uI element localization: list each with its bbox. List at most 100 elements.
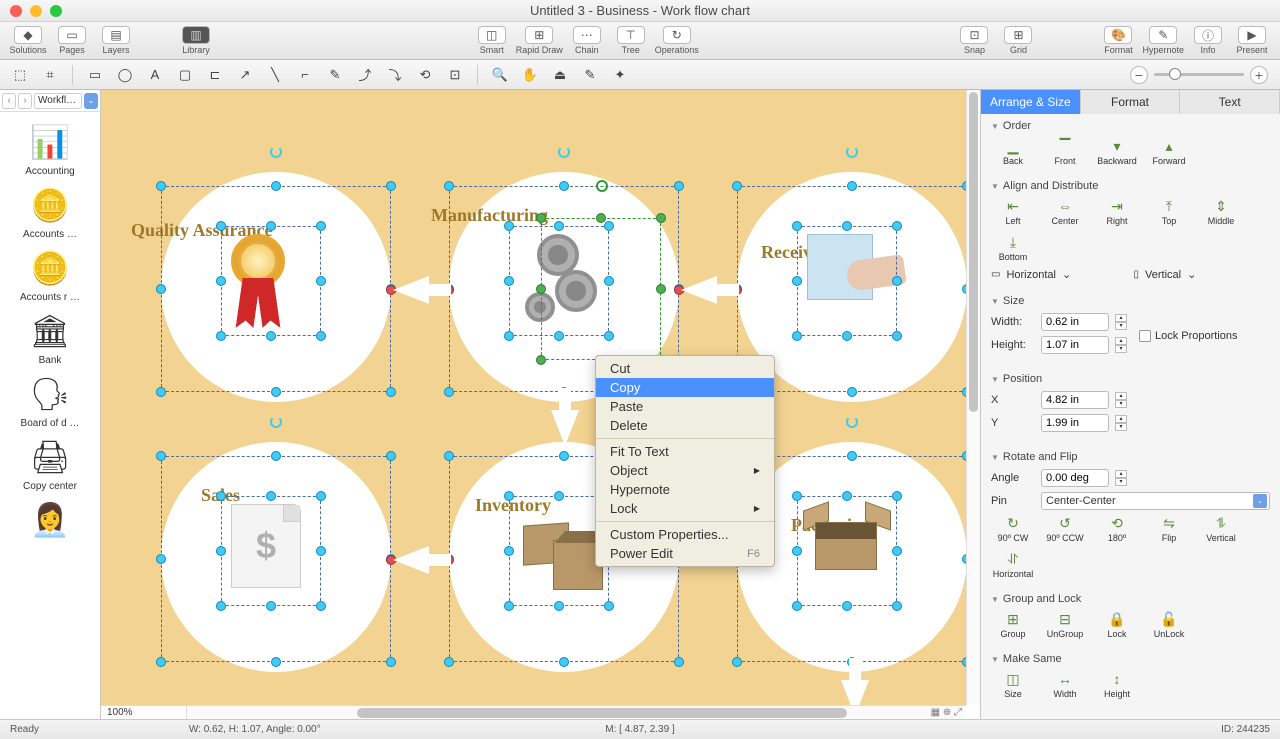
- shape-tool-11[interactable]: ✎: [323, 65, 347, 85]
- selection-handle[interactable]: [386, 657, 396, 667]
- horizontal-dist-label[interactable]: Horizontal: [1006, 269, 1056, 281]
- node-sales-rotate-handle[interactable]: [270, 416, 282, 428]
- primary-handle[interactable]: [536, 355, 546, 365]
- solutions-button[interactable]: ◆ Solutions: [8, 24, 48, 58]
- selection-handle[interactable]: [216, 491, 226, 501]
- shape-tool-18[interactable]: ✋: [518, 65, 542, 85]
- selection-handle[interactable]: [792, 491, 802, 501]
- selection-handle[interactable]: [792, 276, 802, 286]
- grid-button[interactable]: ⊞ Grid: [998, 24, 1038, 58]
- chain-button[interactable]: ⋯ Chain: [567, 24, 607, 58]
- selection-handle[interactable]: [892, 491, 902, 501]
- selection-handle[interactable]: [847, 451, 857, 461]
- shape-tool-10[interactable]: ⌐: [293, 65, 317, 85]
- shape-tool-7[interactable]: ⊏: [203, 65, 227, 85]
- menu-item-custom-properties-[interactable]: Custom Properties...: [596, 525, 774, 544]
- selection-handle[interactable]: [892, 546, 902, 556]
- lib-item-accounts-receivable[interactable]: 🪙 Accounts r …: [5, 244, 95, 303]
- align-bottom-button[interactable]: ⤓ Bottom: [991, 234, 1035, 262]
- zoom-in-icon[interactable]: +: [1250, 66, 1268, 84]
- selection-handle[interactable]: [732, 181, 742, 191]
- selection-handle[interactable]: [554, 491, 564, 501]
- menu-item-power-edit[interactable]: Power EditF6: [596, 544, 774, 563]
- shape-tool-13[interactable]: ⤵: [383, 65, 407, 85]
- hypernote-button[interactable]: ✎ Hypernote: [1142, 24, 1184, 58]
- selection-handle[interactable]: [559, 657, 569, 667]
- vertical-dist-label[interactable]: Vertical: [1145, 269, 1181, 281]
- shape-tool-3[interactable]: ▭: [83, 65, 107, 85]
- menu-item-copy[interactable]: Copy: [596, 378, 774, 397]
- canvas-corner-icons[interactable]: ▦ ⊕ ⤢: [931, 707, 966, 718]
- pages-button[interactable]: ▭ Pages: [52, 24, 92, 58]
- selection-handle[interactable]: [892, 276, 902, 286]
- rotate---button[interactable]: ⟲ 180º: [1095, 515, 1139, 543]
- lib-item-accounts-payable[interactable]: 🪙 Accounts …: [5, 181, 95, 240]
- selection-handle[interactable]: [271, 451, 281, 461]
- selection-handle[interactable]: [216, 546, 226, 556]
- nav-fwd-button[interactable]: ›: [18, 93, 32, 109]
- menu-item-object[interactable]: Object: [596, 461, 774, 480]
- menu-item-delete[interactable]: Delete: [596, 416, 774, 435]
- selection-handle[interactable]: [216, 221, 226, 231]
- order-back-button[interactable]: ▁ Back: [991, 138, 1035, 166]
- selection-handle[interactable]: [316, 221, 326, 231]
- minimize-button[interactable]: [30, 5, 42, 17]
- shape-tool-17[interactable]: 🔍: [488, 65, 512, 85]
- selection-handle[interactable]: [266, 491, 276, 501]
- lib-item-board-of-directors[interactable]: 🗣 Board of d …: [5, 370, 95, 429]
- menu-item-fit-to-text[interactable]: Fit To Text: [596, 442, 774, 461]
- same-size-button[interactable]: ◫ Size: [991, 671, 1035, 699]
- shape-tool-20[interactable]: ✎: [578, 65, 602, 85]
- order-backward-button[interactable]: ▾ Backward: [1095, 138, 1139, 166]
- selection-handle[interactable]: [386, 181, 396, 191]
- menu-item-cut[interactable]: Cut: [596, 359, 774, 378]
- align-right-button[interactable]: ⇥ Right: [1095, 198, 1139, 226]
- selection-handle[interactable]: [504, 276, 514, 286]
- selection-handle[interactable]: [892, 221, 902, 231]
- selection-handle[interactable]: [386, 451, 396, 461]
- width-stepper[interactable]: ▴▾: [1115, 314, 1127, 330]
- x-stepper[interactable]: ▴▾: [1115, 392, 1127, 408]
- group-group-button[interactable]: ⊞ Group: [991, 611, 1035, 639]
- align-center-button[interactable]: ⇔ Center: [1043, 198, 1087, 226]
- lock-proportions-checkbox[interactable]: Lock Proportions: [1139, 313, 1238, 359]
- selection-handle[interactable]: [156, 451, 166, 461]
- order-front-button[interactable]: ▔ Front: [1043, 138, 1087, 166]
- selection-handle[interactable]: [842, 221, 852, 231]
- selection-handle[interactable]: [156, 181, 166, 191]
- breadcrumb-dropdown[interactable]: ⌄: [84, 93, 98, 109]
- zoom-readout[interactable]: 100%: [101, 706, 187, 720]
- lib-item-bank[interactable]: 🏛 Bank: [5, 307, 95, 366]
- selection-handle[interactable]: [792, 601, 802, 611]
- selection-handle[interactable]: [732, 657, 742, 667]
- width-input[interactable]: [1041, 313, 1109, 331]
- align-middle-button[interactable]: ⇕ Middle: [1199, 198, 1243, 226]
- shape-tool-1[interactable]: ⌗: [38, 65, 62, 85]
- selection-handle[interactable]: [842, 491, 852, 501]
- selection-handle[interactable]: [156, 284, 166, 294]
- node-mfg-rotate-handle[interactable]: [558, 146, 570, 158]
- menu-item-lock[interactable]: Lock: [596, 499, 774, 518]
- selection-handle[interactable]: [504, 491, 514, 501]
- selection-handle[interactable]: [271, 657, 281, 667]
- selection-handle[interactable]: [316, 491, 326, 501]
- selection-handle[interactable]: [266, 331, 276, 341]
- rotate-flip-button[interactable]: ⇋ Flip: [1147, 515, 1191, 543]
- rapid-draw-button[interactable]: ⊞ Rapid Draw: [516, 24, 563, 58]
- close-button[interactable]: [10, 5, 22, 17]
- primary-handle[interactable]: [536, 213, 546, 223]
- shape-tool-8[interactable]: ↗: [233, 65, 257, 85]
- shape-tool-5[interactable]: A: [143, 65, 167, 85]
- selection-handle[interactable]: [316, 546, 326, 556]
- rotate-vertical-button[interactable]: ⥮ Vertical: [1199, 515, 1243, 543]
- align-left-button[interactable]: ⇤ Left: [991, 198, 1035, 226]
- smart-button[interactable]: ◫ Smart: [472, 24, 512, 58]
- selection-handle[interactable]: [554, 601, 564, 611]
- selection-handle[interactable]: [504, 546, 514, 556]
- tab-text[interactable]: Text: [1180, 90, 1280, 114]
- same-width-button[interactable]: ↔ Width: [1043, 671, 1087, 699]
- primary-handle[interactable]: [656, 284, 666, 294]
- angle-stepper[interactable]: ▴▾: [1115, 470, 1127, 486]
- selection-handle[interactable]: [559, 181, 569, 191]
- selection-handle[interactable]: [847, 387, 857, 397]
